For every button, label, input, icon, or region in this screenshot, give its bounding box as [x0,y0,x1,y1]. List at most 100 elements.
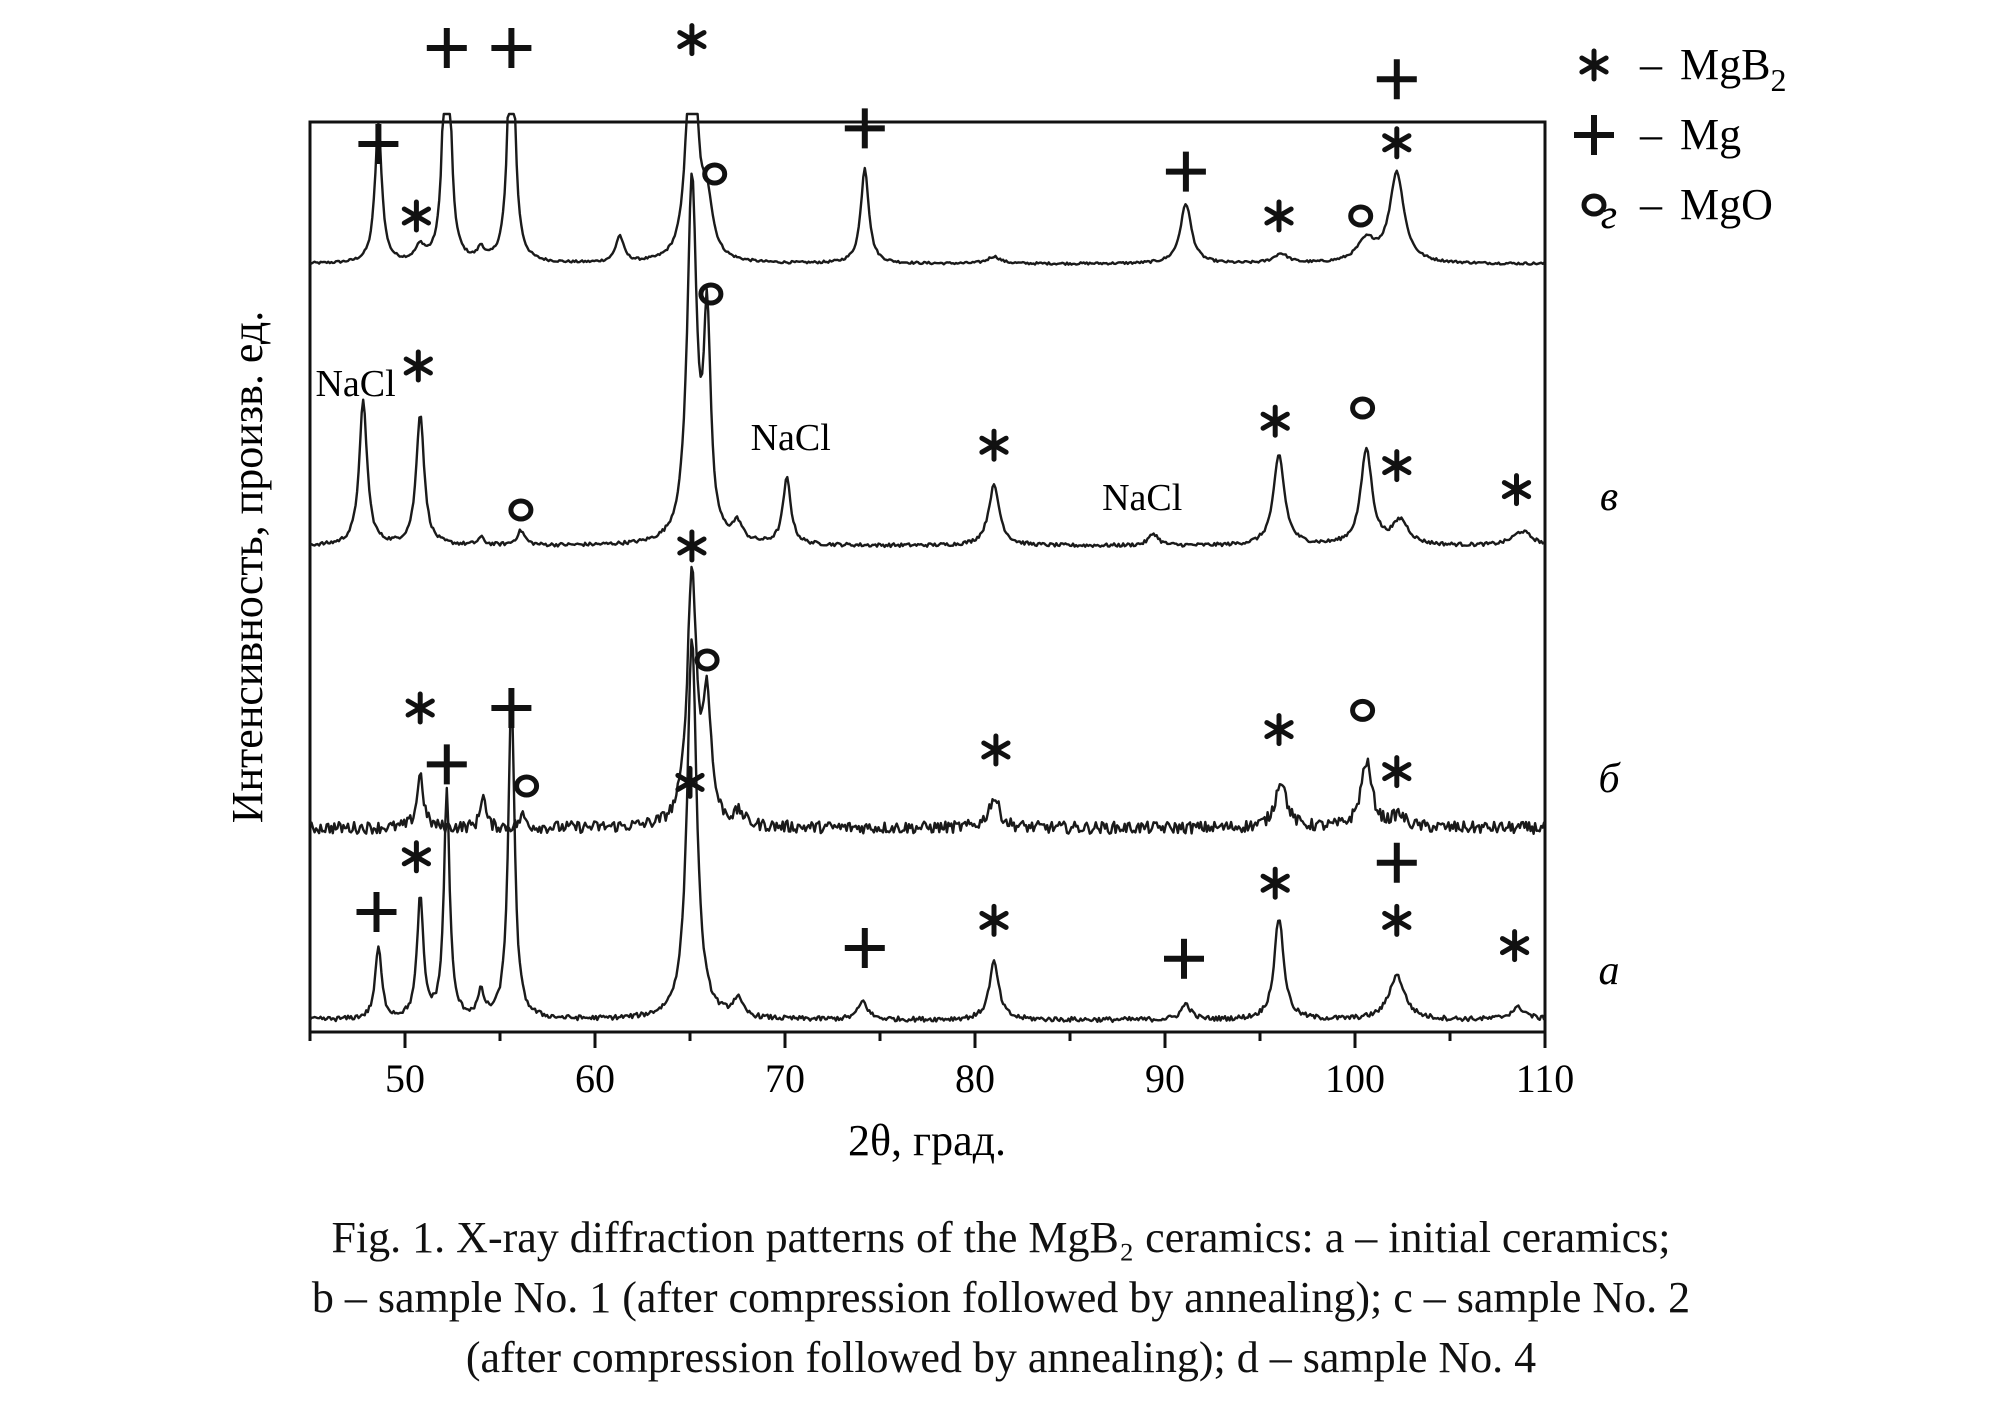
circle-marker [702,162,728,186]
caption-line-3: (after compression followed by annealing… [465,1333,1537,1382]
legend-label: Mg [1680,110,1741,159]
circle-marker [1350,698,1376,722]
peak-annotation [1382,755,1412,789]
peak-annotation [675,765,705,799]
asterisk-marker [401,840,432,874]
x-tick-label: 110 [1516,1056,1575,1101]
phase-label: NaCl [751,417,831,459]
asterisk-marker [1260,866,1290,900]
asterisk-marker [1264,713,1294,747]
plus-marker [1376,842,1417,883]
peak-annotation [698,282,724,306]
x-tick-label: 50 [385,1056,425,1101]
peak-annotation [405,691,435,725]
curve-letter: а [1599,948,1620,994]
caption-line-1: Fig. 1. X-ray diffraction patterns of th… [331,1213,1671,1262]
peak-annotation [514,774,540,798]
plus-marker [358,124,399,164]
peak-annotation [1382,449,1412,483]
asterisk-marker [1501,473,1532,507]
asterisk-marker [405,691,435,725]
peak-annotation [1382,126,1412,160]
peak-annotation [1499,929,1530,963]
legend-item: – MgO [1581,180,1773,229]
asterisk-marker [1264,199,1294,233]
peak-annotation [1348,204,1374,228]
caption-line-2: b – sample No. 1 (after compression foll… [311,1273,1691,1322]
peak-annotation [1165,151,1206,192]
plus-marker [491,28,532,68]
peak-annotation [979,903,1009,937]
legend-item: – Mg [1574,110,1741,159]
plus-marker [844,108,885,149]
peak-annotation [694,648,720,672]
peak-annotation [401,199,432,233]
circle-marker [698,282,724,306]
peak-annotations: NaCl NaCl NaCl [315,23,1532,979]
peak-annotation [356,892,397,932]
plus-marker [1574,115,1614,155]
asterisk-marker [403,349,433,383]
diffraction-curve-0 [309,112,1545,266]
circle-marker [1350,396,1376,420]
legend-dash: – [1639,180,1663,229]
peak-annotation [1376,59,1417,100]
phase-label: NaCl [1102,477,1182,519]
plus-marker [426,744,467,785]
plus-marker [1165,151,1206,192]
peak-annotation [1376,842,1417,883]
peak-annotation [358,124,399,164]
peak-annotation [1350,396,1376,420]
diffraction-curve-1 [309,172,1545,549]
plus-marker [426,28,467,68]
x-tick-label: 100 [1325,1056,1385,1101]
asterisk-marker [675,765,705,799]
diffraction-curve-3 [309,638,1546,1023]
phase-label: NaCl [315,363,395,405]
peak-annotation [1382,903,1412,937]
y-axis-label: Интенсивность, произв. ед. [223,311,272,824]
plus-marker [1376,59,1417,100]
plus-marker [491,688,532,728]
plus-marker [1164,938,1204,979]
peak-annotation: NaCl [751,417,831,459]
curve-letter: в [1600,474,1618,520]
peak-annotation [491,28,532,68]
peak-annotation [403,349,433,383]
peak-annotation: NaCl [315,363,395,405]
peak-annotation [508,498,534,522]
peak-annotation [1260,866,1290,900]
asterisk-marker [1579,48,1609,82]
peak-annotation [677,23,707,57]
asterisk-marker [1260,404,1290,438]
peak-annotation [844,108,885,149]
plus-marker [844,928,885,968]
circle-marker [514,774,540,798]
legend: – MgB2– Mg– MgO [1574,40,1786,229]
peak-annotation [426,744,467,785]
circle-marker [1348,204,1374,228]
legend-label: MgB2 [1680,40,1786,98]
peak-annotation [844,928,885,968]
peak-annotation [401,840,432,874]
peak-annotation [979,428,1009,462]
plus-marker [356,892,397,932]
asterisk-marker [1382,126,1412,160]
x-axis-label: 2θ, град. [848,1116,1006,1165]
diffraction-curves [309,112,1546,1023]
peak-annotation [702,162,728,186]
legend-dash: – [1639,110,1663,159]
x-tick-label: 70 [765,1056,805,1101]
peak-annotation [1164,938,1204,979]
plot-frame [308,120,1547,1034]
legend-label: MgO [1680,180,1773,229]
legend-dash: – [1639,40,1663,89]
asterisk-marker [979,428,1009,462]
curve-letter: б [1598,756,1621,802]
x-tick-label: 60 [575,1056,615,1101]
asterisk-marker [981,733,1011,767]
figure-caption: Fig. 1. X-ray diffraction patterns of th… [0,1208,2002,1388]
peak-annotation [1264,713,1294,747]
peak-annotation [1350,698,1376,722]
